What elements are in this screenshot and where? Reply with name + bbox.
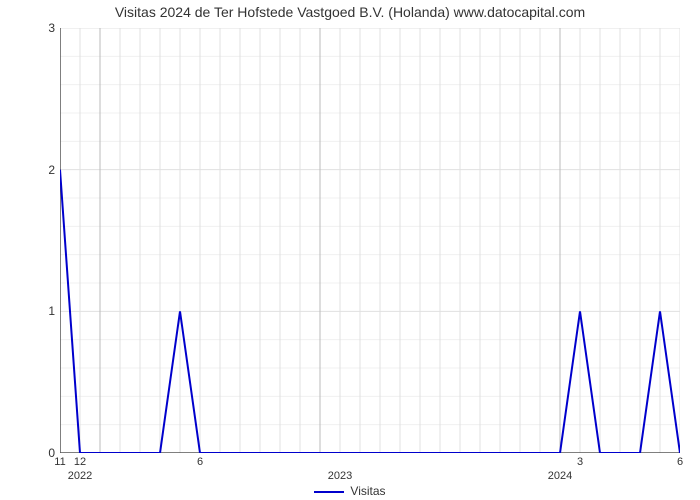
x-tick-label: 6 [670, 456, 690, 468]
plot-area [60, 28, 680, 453]
x-tick-label: 11 [50, 456, 70, 468]
y-tick-label: 3 [25, 21, 55, 35]
legend: Visitas [0, 484, 700, 498]
x-tick-label: 3 [570, 456, 590, 468]
chart-title: Visitas 2024 de Ter Hofstede Vastgoed B.… [0, 4, 700, 20]
x-group-label: 2024 [535, 470, 585, 482]
x-tick-label: 6 [190, 456, 210, 468]
x-tick-label: 12 [70, 456, 90, 468]
x-group-label: 2023 [315, 470, 365, 482]
y-tick-label: 1 [25, 304, 55, 318]
chart-container: Visitas 2024 de Ter Hofstede Vastgoed B.… [0, 0, 700, 500]
legend-label: Visitas [350, 484, 385, 498]
legend-line [314, 491, 344, 493]
y-tick-label: 2 [25, 163, 55, 177]
chart-svg [60, 28, 680, 453]
x-group-label: 2022 [55, 470, 105, 482]
